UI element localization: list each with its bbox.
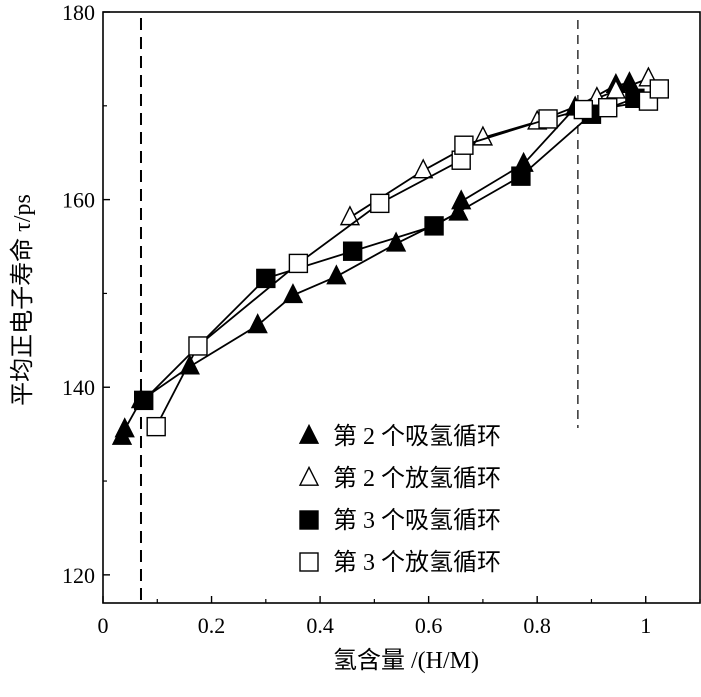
- data-point: [424, 216, 444, 236]
- data-point: [342, 241, 363, 261]
- data-point: [134, 390, 154, 411]
- legend-marker: [299, 510, 319, 530]
- data-point: [247, 313, 268, 334]
- x-tick-label: 0.4: [306, 613, 334, 638]
- legend-label: 第 3 个吸氢循环: [333, 507, 501, 534]
- data-point: [282, 283, 304, 304]
- legend-marker: [299, 552, 319, 572]
- data-point: [649, 79, 669, 99]
- data-point: [451, 189, 472, 210]
- x-tick-label: 0.6: [415, 613, 443, 638]
- data-point: [605, 78, 627, 99]
- x-tick-label: 0: [98, 613, 109, 638]
- data-point: [188, 336, 208, 356]
- data-point: [573, 99, 594, 120]
- legend-marker: [298, 423, 320, 444]
- data-point: [413, 158, 434, 179]
- y-axis-title: 平均正电子寿命 τ/ps: [9, 194, 36, 406]
- series-2nd-absorption: [111, 71, 640, 445]
- y-tick-label: 160: [62, 188, 95, 213]
- data-point: [179, 354, 200, 375]
- data-point: [385, 231, 407, 252]
- x-tick-label: 0.2: [198, 613, 226, 638]
- y-tick-label: 140: [62, 375, 95, 400]
- y-tick-label: 180: [62, 0, 95, 25]
- data-point: [256, 268, 276, 289]
- legend-label: 第 2 个放氢循环: [333, 465, 501, 492]
- data-point: [339, 205, 361, 226]
- x-tick-label: 0.8: [523, 613, 551, 638]
- series-3rd-desorption: [146, 79, 669, 437]
- x-tick-label: 1: [640, 613, 651, 638]
- data-point: [370, 193, 390, 214]
- legend-entry: 第 3 个放氢循环: [299, 549, 501, 576]
- data-point: [146, 416, 166, 437]
- data-point: [538, 109, 558, 129]
- legend-entry: 第 2 个放氢循环: [298, 465, 501, 492]
- data-point: [326, 264, 347, 285]
- plot-frame: [102, 11, 701, 604]
- legend-entry: 第 3 个吸氢循环: [299, 507, 501, 534]
- legend-label: 第 2 个吸氢循环: [333, 423, 501, 450]
- legend-entry: 第 2 个吸氢循环: [298, 423, 501, 450]
- y-tick-label: 120: [62, 563, 95, 588]
- data-point: [454, 135, 474, 155]
- data-point: [114, 417, 135, 438]
- legend-marker: [298, 465, 320, 486]
- data-point: [511, 166, 531, 186]
- legend-label: 第 3 个放氢循环: [333, 549, 501, 576]
- series-line: [121, 82, 630, 438]
- x-axis-title: 氢含量 /(H/M): [333, 647, 479, 674]
- series-line: [155, 88, 660, 428]
- data-point: [598, 97, 618, 118]
- data-point: [288, 253, 309, 274]
